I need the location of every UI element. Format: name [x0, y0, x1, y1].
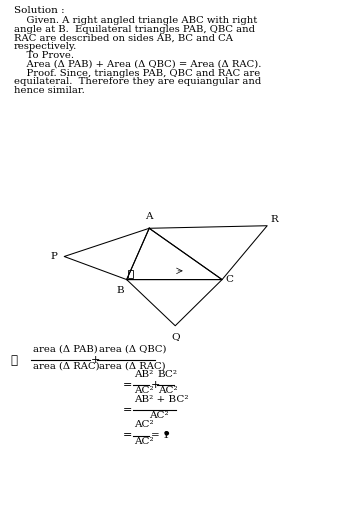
- Text: hence similar.: hence similar.: [14, 86, 85, 95]
- Text: B: B: [117, 286, 124, 295]
- Text: To Prove.: To Prove.: [14, 51, 74, 61]
- Text: Q: Q: [171, 332, 179, 342]
- Text: =: =: [123, 430, 133, 441]
- Text: Given. A right angled triangle ABC with right: Given. A right angled triangle ABC with …: [14, 16, 257, 25]
- Text: AC²: AC²: [134, 420, 153, 429]
- Text: =: =: [123, 405, 133, 415]
- Text: RAC are described on sides AB, BC and CA: RAC are described on sides AB, BC and CA: [14, 33, 233, 43]
- Text: AC²: AC²: [158, 386, 178, 396]
- Text: ∴: ∴: [10, 353, 17, 367]
- Text: area (Δ QBC): area (Δ QBC): [99, 345, 167, 354]
- Text: Solution :: Solution :: [14, 6, 65, 15]
- Text: +: +: [151, 380, 160, 390]
- Text: P: P: [50, 252, 57, 261]
- Text: C: C: [226, 275, 234, 284]
- Text: =: =: [123, 380, 133, 390]
- Text: angle at B.  Equilateral triangles PAB, QBC and: angle at B. Equilateral triangles PAB, Q…: [14, 25, 255, 34]
- Text: equilateral.  Therefore they are equiangular and: equilateral. Therefore they are equiangu…: [14, 77, 261, 87]
- Text: ●: ●: [164, 430, 169, 436]
- Text: AB² + BC²: AB² + BC²: [134, 394, 188, 404]
- Text: AB²: AB²: [134, 369, 153, 379]
- Text: R: R: [271, 215, 279, 224]
- Text: = 1: = 1: [151, 431, 170, 440]
- Text: respectively.: respectively.: [14, 42, 77, 51]
- Text: AC²: AC²: [134, 437, 153, 446]
- Text: BC²: BC²: [158, 369, 178, 379]
- Text: AC²: AC²: [149, 411, 169, 421]
- Text: A: A: [145, 212, 153, 222]
- Text: Area (Δ PAB) + Area (Δ QBC) = Area (Δ RAC).: Area (Δ PAB) + Area (Δ QBC) = Area (Δ RA…: [14, 60, 261, 69]
- Text: area (Δ PAB): area (Δ PAB): [33, 345, 98, 354]
- Text: area (Δ RAC): area (Δ RAC): [33, 362, 100, 371]
- Text: Proof. Since, triangles PAB, QBC and RAC are: Proof. Since, triangles PAB, QBC and RAC…: [14, 69, 260, 78]
- Text: +: +: [91, 355, 100, 365]
- Text: area (Δ RAC): area (Δ RAC): [99, 362, 166, 371]
- Text: AC²: AC²: [134, 386, 153, 396]
